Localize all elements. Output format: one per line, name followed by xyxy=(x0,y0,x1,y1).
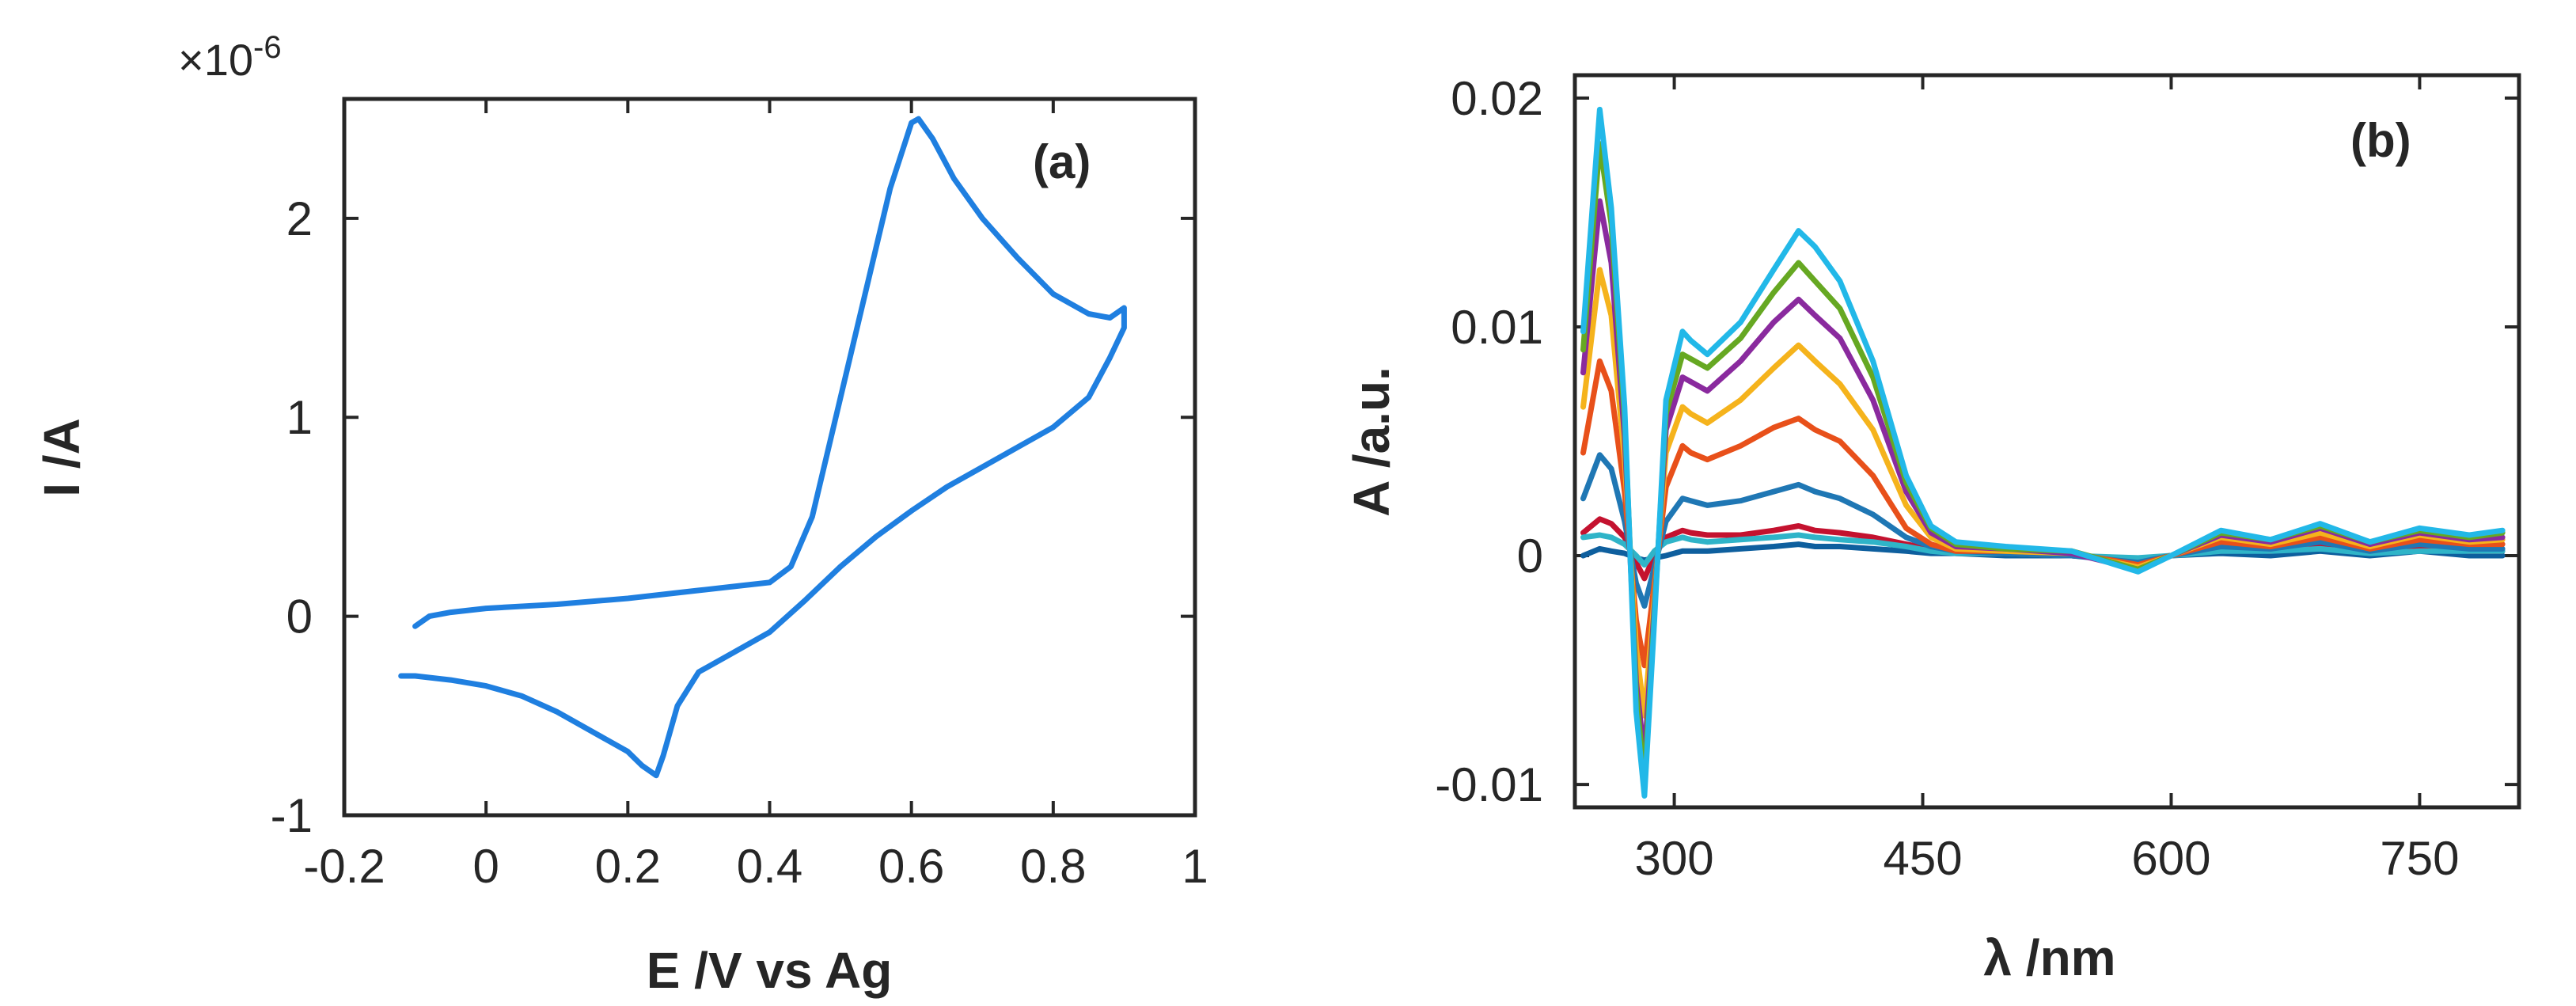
chart-a-series xyxy=(398,116,1127,779)
chart-b-series xyxy=(1580,106,2506,799)
chart-b-y-tick-label: 0 xyxy=(1517,530,1543,583)
chart-b-x-tick-label: 600 xyxy=(2131,832,2210,885)
chart-a-plot-frame xyxy=(342,97,1197,818)
chart-b-plot-frame xyxy=(1573,73,2521,810)
chart-b-x-tick-label: 450 xyxy=(1883,832,1962,885)
chart-a-x-tick-label: 0.4 xyxy=(737,840,802,893)
chart-a-y-tick-label: 0 xyxy=(286,590,313,643)
chart-b-panel-label: (b) xyxy=(2350,114,2411,167)
chart-b-y-axis-label: A /a.u. xyxy=(1343,366,1400,517)
chart-a-x-tick-label: 0.2 xyxy=(595,840,661,893)
chart-a-y-tick-label: 1 xyxy=(286,391,313,444)
chart-b-series-line-9 xyxy=(1580,106,2506,799)
chart-b: 300 450 600 750 -0.01 0 0.01 0.02 (b) λ /nm A /… xyxy=(1343,72,2521,986)
chart-b-x-tick-label: 300 xyxy=(1635,832,1714,885)
chart-a-x-tick-label: 0.8 xyxy=(1020,840,1086,893)
chart-a-x-tick-label: 1 xyxy=(1182,840,1208,893)
chart-a-x-tick-label: 0.6 xyxy=(878,840,944,893)
chart-a-ticks: -0.2 0 0.2 0.4 0.6 0.8 1 -1 0 1 2 xyxy=(271,99,1208,893)
chart-a-x-axis-label: E /V vs Ag xyxy=(647,942,893,999)
chart-b-x-axis-label: λ /nm xyxy=(1983,929,2115,986)
chart-a: -0.2 0 0.2 0.4 0.6 0.8 1 -1 0 1 2 ×10-6 (a) E /V v… xyxy=(33,30,1208,999)
chart-a-series-line-1 xyxy=(398,116,1127,779)
chart-a-x-tick-label: 0 xyxy=(472,840,499,893)
chart-a-y-tick-label: -1 xyxy=(271,789,313,842)
chart-a-x-tick-label: -0.2 xyxy=(303,840,385,893)
chart-a-y-exponent: ×10-6 xyxy=(178,30,282,85)
chart-b-y-tick-label: 0.02 xyxy=(1451,72,1543,125)
chart-b-x-tick-label: 750 xyxy=(2380,832,2459,885)
chart-a-panel-label: (a) xyxy=(1033,135,1091,188)
chart-b-y-tick-label: 0.01 xyxy=(1451,301,1543,354)
chart-a-y-axis-label: I /A xyxy=(33,418,90,497)
chart-a-y-tick-label: 2 xyxy=(286,192,313,245)
chart-b-y-tick-label: -0.01 xyxy=(1435,758,1543,811)
chart-b-ticks: 300 450 600 750 -0.01 0 0.01 0.02 xyxy=(1435,72,2519,885)
